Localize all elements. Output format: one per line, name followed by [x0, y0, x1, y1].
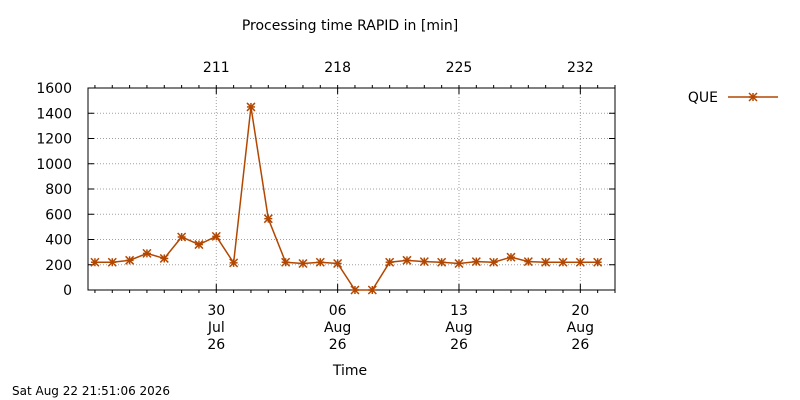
data-point-marker: [125, 255, 135, 265]
data-point-marker: [90, 257, 100, 267]
y-tick-label: 400: [45, 233, 72, 249]
x-tick-label: 30: [207, 303, 225, 319]
data-point-marker: [558, 257, 568, 267]
x-tick-label: 26: [207, 337, 225, 353]
data-point-marker: [523, 257, 533, 267]
data-point-marker: [177, 232, 187, 242]
data-point-marker: [748, 92, 758, 102]
data-point-marker: [350, 285, 360, 295]
x-tick-label: 06: [329, 303, 347, 319]
legend-marker-que: [748, 92, 758, 102]
x-tick-label: 26: [571, 337, 589, 353]
data-point-marker: [211, 231, 221, 241]
data-point-marker: [593, 257, 603, 267]
y-tick-label: 1200: [36, 132, 72, 148]
y-tick-label: 800: [45, 182, 72, 198]
chart-title: Processing time RAPID in [min]: [242, 18, 458, 34]
y-tick-label: 1600: [36, 81, 72, 97]
legend-label-que: QUE: [688, 90, 718, 106]
x-tick-label: 13: [450, 303, 468, 319]
x-tick-label: 20: [571, 303, 589, 319]
data-point-marker: [229, 258, 239, 268]
data-point-marker: [315, 257, 325, 267]
y-tick-label: 200: [45, 258, 72, 274]
data-point-marker: [142, 248, 152, 258]
x-axis-label: Time: [332, 363, 367, 379]
x2-tick-label: 232: [567, 60, 594, 76]
data-point-marker: [159, 253, 169, 263]
x-tick-label: Aug: [324, 320, 351, 336]
data-point-marker: [489, 257, 499, 267]
data-point-marker: [367, 285, 377, 295]
x-tick-label: Aug: [567, 320, 594, 336]
data-point-marker: [437, 257, 447, 267]
x2-axis-ticks: 211 218 225 232: [94, 60, 616, 94]
data-point-marker: [506, 252, 516, 262]
data-point-marker: [385, 257, 395, 267]
data-point-marker: [541, 257, 551, 267]
x-tick-label: Aug: [445, 320, 472, 336]
y-tick-label: 0: [63, 283, 72, 299]
legend: QUE: [688, 90, 778, 106]
data-point-marker: [333, 258, 343, 269]
x2-tick-label: 218: [324, 60, 351, 76]
y-tick-label: 1000: [36, 157, 72, 173]
data-point-marker: [471, 257, 481, 267]
series-line-que: [94, 106, 598, 291]
x-tick-label: 26: [450, 337, 468, 353]
data-point-marker: [298, 258, 308, 269]
data-point-marker: [246, 102, 256, 112]
series-que: [90, 102, 603, 295]
data-point-marker: [263, 214, 273, 224]
data-point-marker: [419, 257, 429, 267]
y-axis-ticks: 0 200 400 600 800 1000 1200 1400 1600: [36, 81, 615, 299]
data-point-marker: [107, 257, 117, 267]
timestamp: Sat Aug 22 21:51:06 2026: [12, 384, 170, 398]
x2-tick-label: 211: [203, 60, 230, 76]
y-tick-label: 600: [45, 207, 72, 223]
data-point-marker: [194, 240, 204, 250]
data-point-marker: [402, 255, 412, 265]
y-tick-label: 1400: [36, 106, 72, 122]
data-point-marker: [281, 257, 291, 267]
x2-tick-label: 225: [446, 60, 473, 76]
x-tick-label: Jul: [207, 320, 225, 336]
data-point-marker: [575, 257, 585, 267]
data-point-marker: [454, 258, 464, 269]
x-tick-label: 26: [329, 337, 347, 353]
grid-lines: [88, 88, 615, 290]
